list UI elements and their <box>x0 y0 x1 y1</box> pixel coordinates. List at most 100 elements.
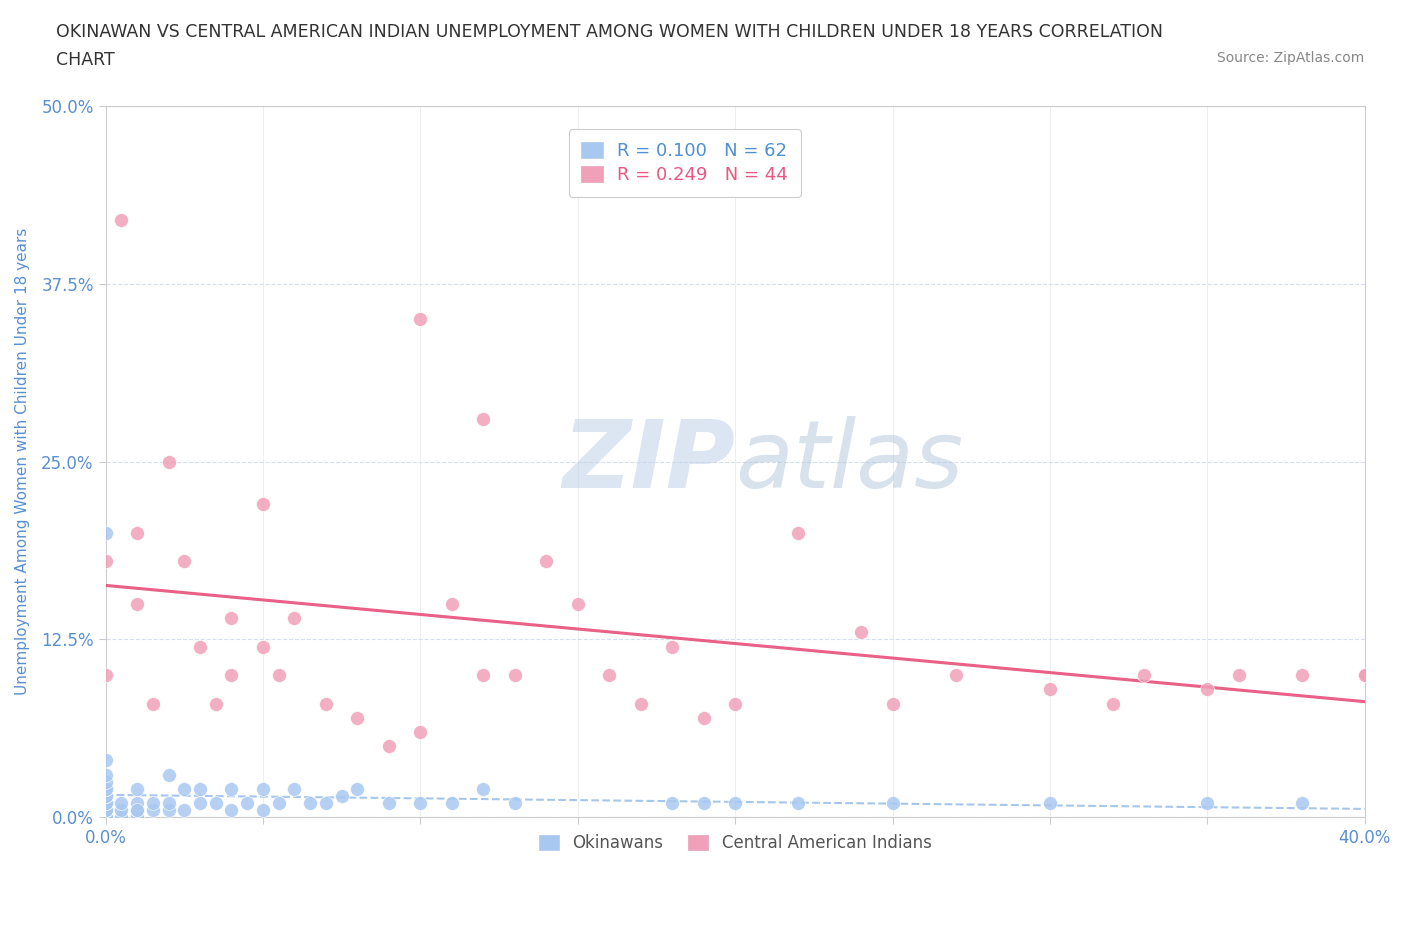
Point <box>472 781 495 796</box>
Point <box>94 789 117 804</box>
Point <box>142 803 165 817</box>
Point <box>252 781 274 796</box>
Point <box>440 596 463 611</box>
Point <box>125 796 148 811</box>
Point <box>882 796 904 811</box>
Point <box>315 796 337 811</box>
Point <box>283 611 305 626</box>
Point <box>94 810 117 825</box>
Point <box>267 668 290 683</box>
Point <box>409 724 432 739</box>
Point <box>94 810 117 825</box>
Point <box>221 781 243 796</box>
Point <box>125 781 148 796</box>
Point <box>125 596 148 611</box>
Point <box>1291 668 1313 683</box>
Text: CHART: CHART <box>56 51 115 69</box>
Point <box>94 525 117 540</box>
Point <box>330 789 353 804</box>
Point <box>94 767 117 782</box>
Point <box>94 668 117 683</box>
Point <box>567 596 589 611</box>
Text: Source: ZipAtlas.com: Source: ZipAtlas.com <box>1216 51 1364 65</box>
Point <box>221 668 243 683</box>
Point <box>472 668 495 683</box>
Point <box>188 796 211 811</box>
Y-axis label: Unemployment Among Women with Children Under 18 years: Unemployment Among Women with Children U… <box>15 228 30 696</box>
Point <box>157 803 180 817</box>
Point <box>1227 668 1250 683</box>
Point <box>1133 668 1156 683</box>
Point <box>94 789 117 804</box>
Point <box>787 525 810 540</box>
Point <box>110 810 132 825</box>
Point <box>125 525 148 540</box>
Point <box>94 803 117 817</box>
Point <box>221 803 243 817</box>
Text: OKINAWAN VS CENTRAL AMERICAN INDIAN UNEMPLOYMENT AMONG WOMEN WITH CHILDREN UNDER: OKINAWAN VS CENTRAL AMERICAN INDIAN UNEM… <box>56 23 1163 41</box>
Point <box>204 796 226 811</box>
Point <box>267 796 290 811</box>
Point <box>94 553 117 568</box>
Point <box>409 796 432 811</box>
Point <box>1197 796 1219 811</box>
Point <box>724 796 747 811</box>
Point <box>882 696 904 711</box>
Point <box>125 803 148 817</box>
Point <box>440 796 463 811</box>
Point <box>503 796 526 811</box>
Point <box>236 796 259 811</box>
Point <box>94 810 117 825</box>
Point <box>283 781 305 796</box>
Point <box>110 803 132 817</box>
Point <box>1102 696 1125 711</box>
Point <box>110 212 132 227</box>
Point <box>94 781 117 796</box>
Point <box>299 796 322 811</box>
Point <box>94 775 117 790</box>
Point <box>125 803 148 817</box>
Point <box>472 411 495 426</box>
Point <box>378 738 401 753</box>
Point <box>1039 796 1062 811</box>
Point <box>945 668 967 683</box>
Point <box>94 796 117 811</box>
Point <box>1354 668 1376 683</box>
Point <box>252 639 274 654</box>
Point <box>173 781 195 796</box>
Point <box>94 781 117 796</box>
Point <box>315 696 337 711</box>
Point <box>94 796 117 811</box>
Point <box>125 810 148 825</box>
Point <box>94 796 117 811</box>
Point <box>692 796 714 811</box>
Legend: Okinawans, Central American Indians: Okinawans, Central American Indians <box>533 828 938 859</box>
Point <box>378 796 401 811</box>
Point <box>157 454 180 469</box>
Point <box>173 803 195 817</box>
Point <box>849 625 872 640</box>
Text: atlas: atlas <box>735 416 963 507</box>
Point <box>142 696 165 711</box>
Point <box>661 796 683 811</box>
Point <box>536 553 558 568</box>
Point <box>173 553 195 568</box>
Point <box>346 781 368 796</box>
Point <box>661 639 683 654</box>
Point <box>724 696 747 711</box>
Point <box>157 767 180 782</box>
Point <box>94 810 117 825</box>
Point <box>188 781 211 796</box>
Point <box>346 711 368 725</box>
Point <box>252 497 274 512</box>
Point <box>188 639 211 654</box>
Point <box>1354 668 1376 683</box>
Point <box>157 796 180 811</box>
Point <box>142 796 165 811</box>
Point <box>252 803 274 817</box>
Point <box>221 611 243 626</box>
Point <box>409 312 432 326</box>
Point <box>94 781 117 796</box>
Point <box>1291 796 1313 811</box>
Point <box>204 696 226 711</box>
